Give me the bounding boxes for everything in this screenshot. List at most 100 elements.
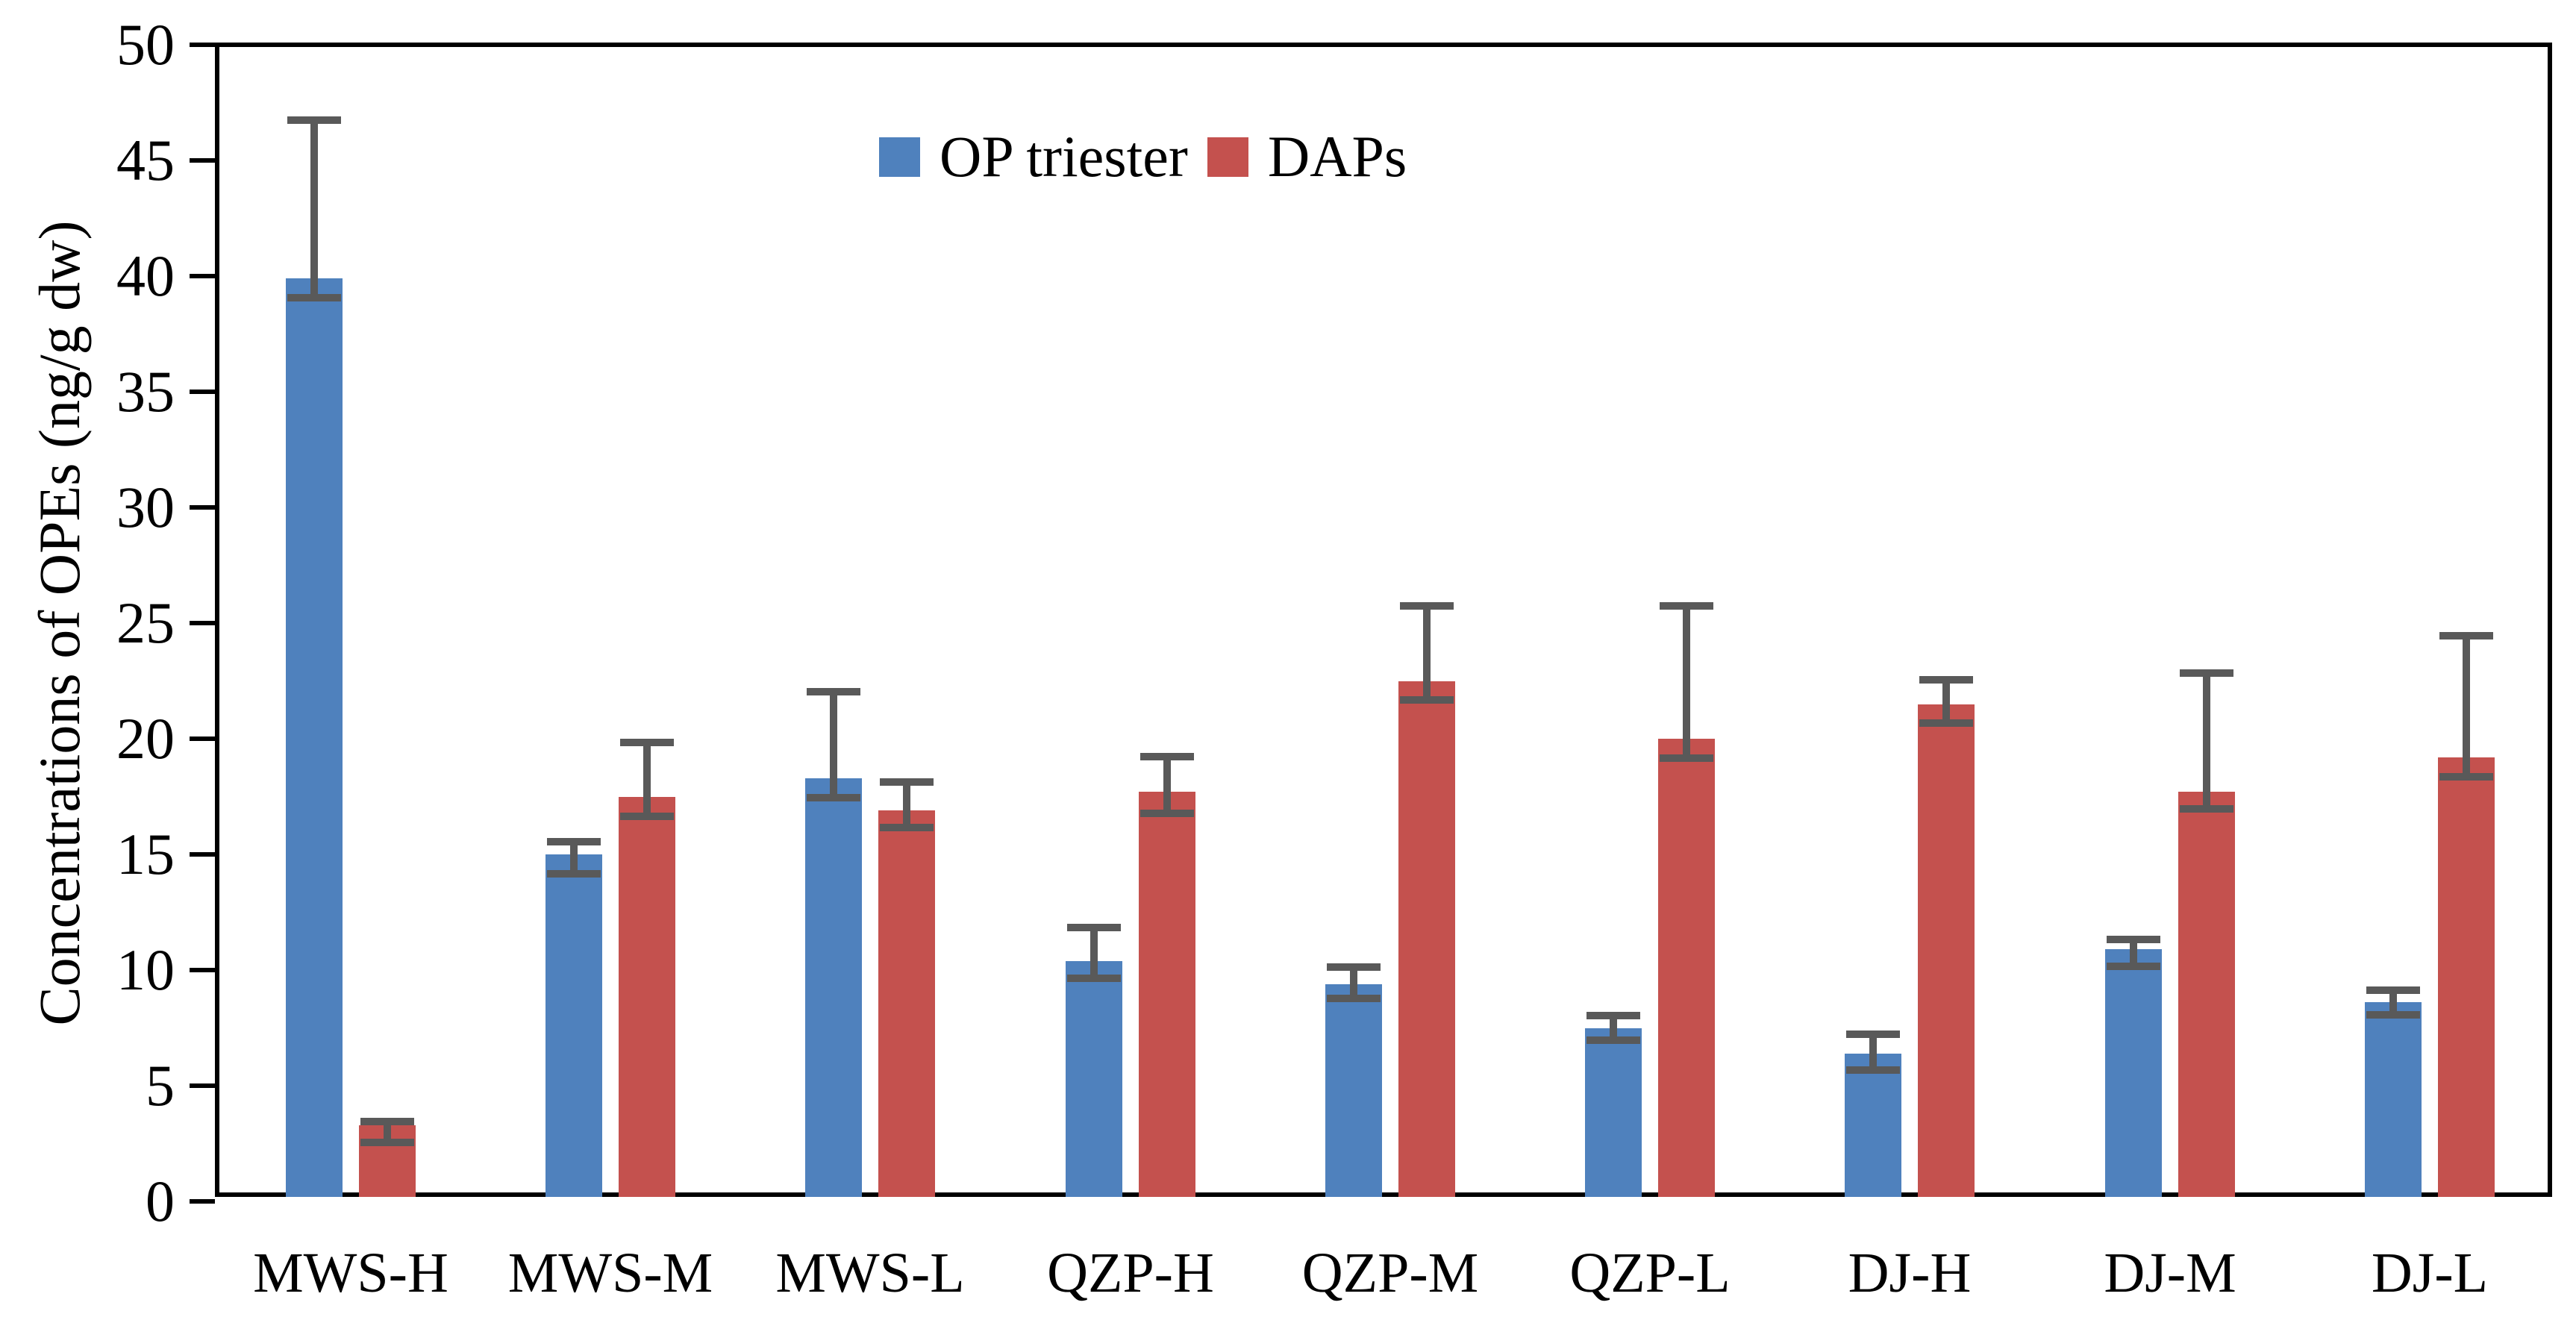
bar-QZP-L-op-triester: [1585, 1028, 1642, 1197]
error-bar-stem: [1683, 602, 1690, 762]
legend-item-daps: DAPs: [1207, 127, 1407, 187]
error-bar-QZP-L-op-triester: [1586, 1011, 1640, 1045]
error-bar-stem: [1423, 602, 1431, 704]
y-tick-label: 50: [116, 12, 175, 77]
y-tick-label: 0: [146, 1169, 175, 1233]
error-bar-cap: [360, 1138, 414, 1146]
error-bar-MWS-M-daps: [620, 739, 674, 820]
x-tick-label: DJ-H: [1848, 1242, 1972, 1304]
x-tick-label: DJ-L: [2371, 1242, 2489, 1304]
y-tick-mark: [190, 621, 215, 625]
y-tick-label: 30: [116, 475, 175, 540]
legend-swatch-daps: [1207, 137, 1248, 177]
bar-MWS-M-daps: [619, 796, 675, 1197]
error-bar-stem: [310, 116, 318, 302]
error-bar-cap: [1846, 1066, 1900, 1075]
y-tick-label: 35: [116, 359, 175, 424]
y-tick-mark: [190, 737, 215, 741]
bar-QZP-H-daps: [1139, 792, 1195, 1197]
y-tick-label: 10: [116, 937, 175, 1002]
error-bar-stem: [830, 687, 837, 801]
error-bar-stem: [2389, 986, 2397, 1019]
error-bar-MWS-H-daps: [360, 1118, 414, 1146]
y-tick-mark: [190, 43, 215, 47]
bar-MWS-L-daps: [878, 810, 935, 1197]
y-tick-label: 40: [116, 243, 175, 308]
bar-QZP-M-op-triester: [1325, 983, 1382, 1197]
error-bar-DJ-L-daps: [2439, 632, 2493, 781]
legend-item-op-triester: OP triester: [879, 127, 1188, 187]
y-tick-mark: [190, 274, 215, 278]
x-tick-label: MWS-L: [775, 1242, 965, 1304]
x-tick-label: QZP-M: [1301, 1242, 1479, 1304]
bar-DJ-H-op-triester: [1845, 1053, 1901, 1197]
error-bar-cap: [287, 294, 341, 302]
error-bar-stem: [1163, 752, 1171, 818]
y-tick-label: 5: [146, 1053, 175, 1118]
error-bar-cap: [807, 687, 860, 695]
x-tick-label: MWS-M: [507, 1242, 713, 1304]
error-bar-cap: [1660, 602, 1713, 610]
y-tick-label: 25: [116, 590, 175, 655]
y-tick-label: 20: [116, 706, 175, 771]
error-bar-cap: [2180, 669, 2233, 677]
error-bar-stem: [1090, 924, 1098, 982]
error-bar-stem: [1610, 1011, 1617, 1045]
error-bar-QZP-M-daps: [1400, 602, 1454, 704]
error-bar-MWS-M-op-triester: [547, 838, 601, 878]
bar-DJ-H-daps: [1918, 704, 1975, 1197]
bar-DJ-L-op-triester: [2365, 1002, 2422, 1197]
y-tick-label: 45: [116, 128, 175, 193]
error-bar-stem: [643, 739, 651, 820]
error-bar-DJ-H-daps: [1919, 676, 1973, 728]
error-bar-cap: [360, 1118, 414, 1126]
error-bar-stem: [1942, 676, 1950, 728]
legend-swatch-op-triester: [879, 137, 920, 177]
error-bar-cap: [2366, 1011, 2420, 1019]
error-bar-cap: [1400, 602, 1454, 610]
error-bar-stem: [2130, 935, 2137, 970]
bar-QZP-L-daps: [1658, 739, 1715, 1197]
error-bar-MWS-L-op-triester: [807, 687, 860, 801]
error-bar-cap: [1660, 754, 1713, 762]
y-tick-mark: [190, 158, 215, 163]
error-bar-cap: [2439, 772, 2493, 781]
error-bar-QZP-H-daps: [1140, 752, 1194, 818]
y-tick-mark: [190, 505, 215, 510]
y-tick-mark: [190, 852, 215, 857]
y-tick-label: 15: [116, 822, 175, 886]
legend-label-daps: DAPs: [1267, 124, 1407, 189]
error-bar-cap: [547, 869, 601, 878]
y-tick-mark: [190, 968, 215, 972]
error-bar-cap: [1327, 995, 1381, 1003]
error-bar-stem: [2463, 632, 2470, 781]
error-bar-cap: [1586, 1036, 1640, 1045]
error-bar-cap: [1919, 719, 1973, 728]
error-bar-stem: [903, 778, 910, 831]
error-bar-cap: [1586, 1011, 1640, 1019]
error-bar-DJ-M-daps: [2180, 669, 2233, 813]
error-bar-QZP-L-daps: [1660, 602, 1713, 762]
bar-DJ-M-daps: [2178, 792, 2235, 1197]
error-bar-cap: [2366, 986, 2420, 994]
bar-MWS-L-op-triester: [805, 778, 862, 1197]
error-bar-stem: [1350, 963, 1357, 1003]
error-bar-cap: [547, 838, 601, 846]
error-bar-cap: [807, 793, 860, 801]
bar-MWS-M-op-triester: [545, 854, 602, 1197]
error-bar-stem: [1869, 1030, 1877, 1075]
error-bar-stem: [2203, 669, 2210, 813]
error-bar-cap: [1140, 810, 1194, 818]
error-bar-DJ-L-op-triester: [2366, 986, 2420, 1019]
y-tick-mark: [190, 1199, 215, 1204]
error-bar-QZP-H-op-triester: [1067, 924, 1121, 982]
bar-MWS-H-op-triester: [286, 278, 343, 1197]
error-bar-cap: [620, 812, 674, 820]
error-bar-cap: [2107, 935, 2160, 943]
bar-QZP-H-op-triester: [1066, 960, 1122, 1197]
error-bar-DJ-M-op-triester: [2107, 935, 2160, 970]
error-bar-cap: [1067, 924, 1121, 931]
error-bar-DJ-H-op-triester: [1846, 1030, 1900, 1075]
error-bar-cap: [1846, 1030, 1900, 1038]
